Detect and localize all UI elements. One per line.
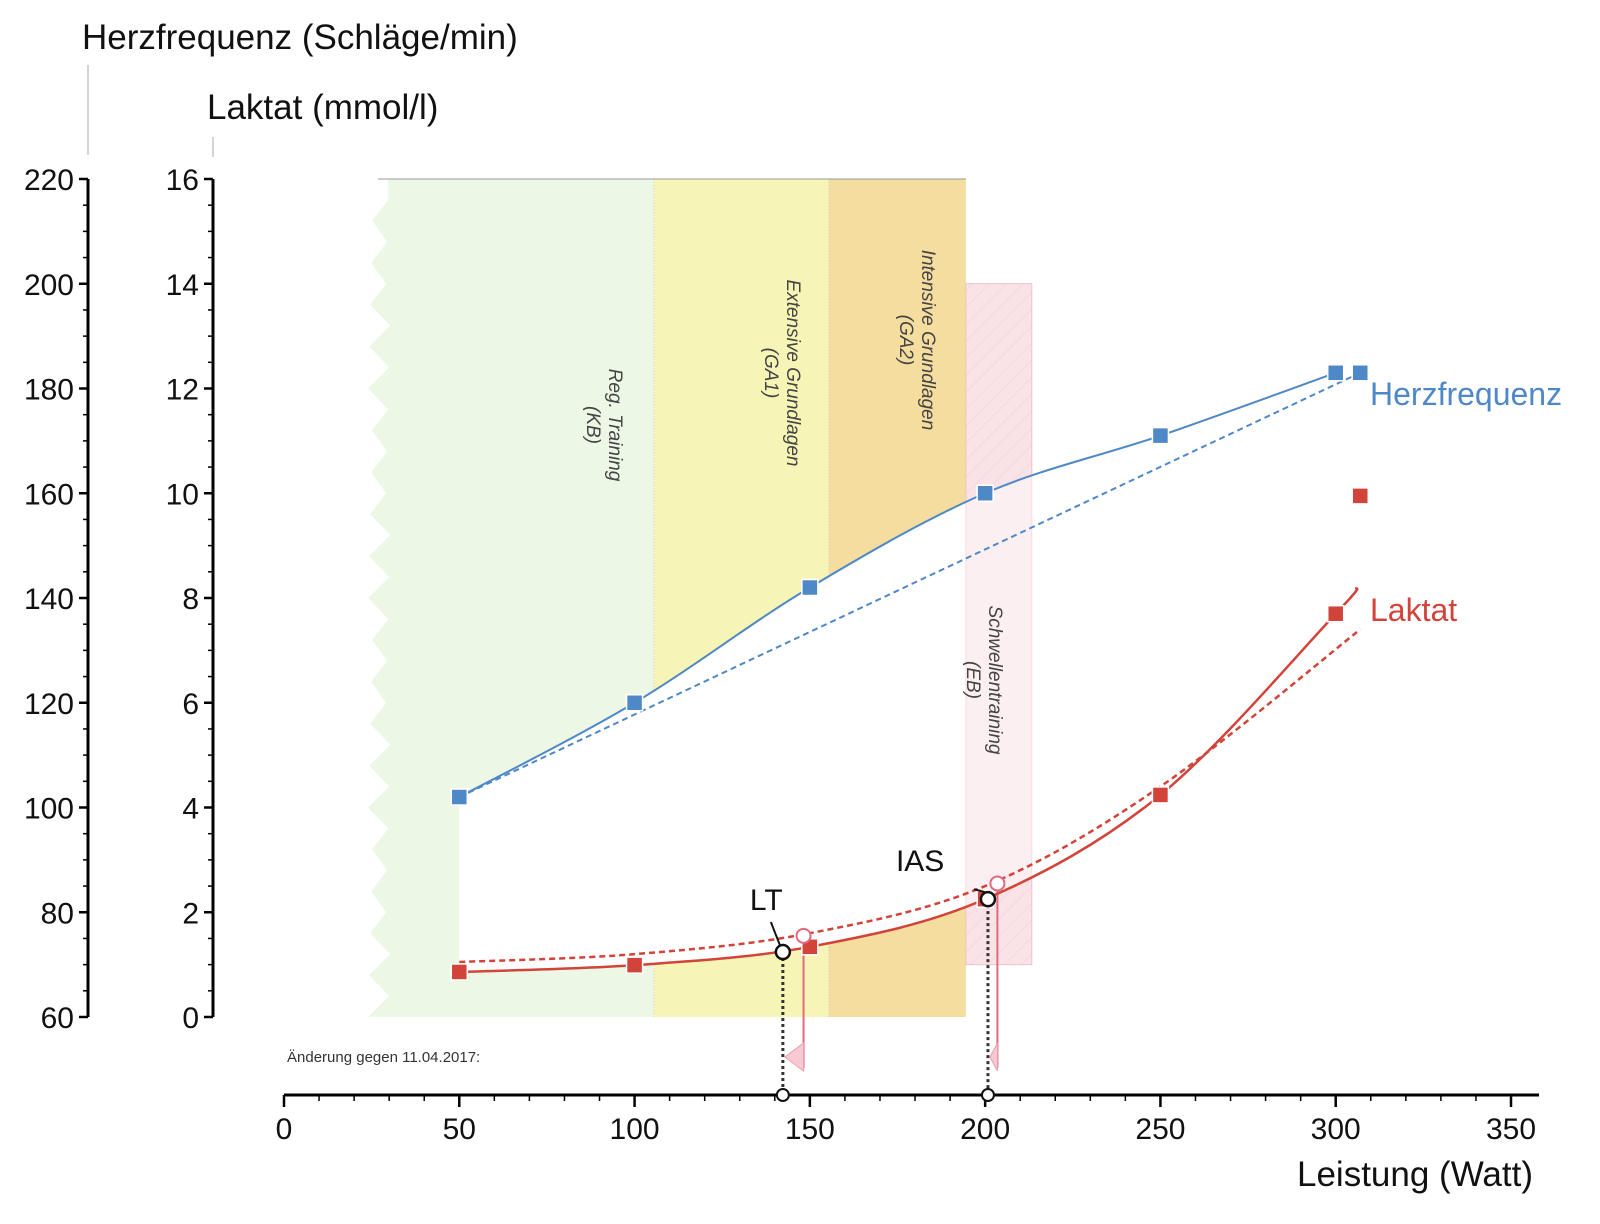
tick-label-laktat: 4 (182, 793, 199, 826)
laktat-extra-point (1351, 487, 1370, 505)
zone-label-abbr-0: (KB) (582, 406, 603, 444)
threshold-markers: LT IAS (750, 845, 1006, 961)
tick-label-laktat: 0 (182, 1002, 199, 1035)
zone-label-0: Reg. Training(KB) (582, 369, 625, 482)
zone-label-abbr-2: (GA2) (895, 315, 916, 366)
x-tick-label: 0 (276, 1113, 293, 1146)
threshold-label-LT: LT (750, 884, 783, 917)
series-label-laktat: Laktat (1370, 592, 1457, 628)
tick-label-hf: 120 (24, 688, 74, 721)
zone-label-2: Intensive Grundlagen(GA2) (895, 250, 938, 431)
hf-curve (458, 371, 1337, 798)
zone-label-name-3: Schwellentraining (984, 606, 1005, 755)
laktat-data-point (1151, 786, 1170, 804)
laktat-axis-title: Laktat (mmol/l) (207, 88, 438, 127)
change-flag-IAS (989, 1042, 998, 1072)
x-axis: 0 50 100 150 200 250 300 350 (276, 1093, 1539, 1146)
zone-label-abbr-3: (EB) (962, 661, 983, 699)
hf-data-point (625, 694, 644, 712)
curve-region-mask (459, 283, 1336, 972)
zone-label-abbr-1: (GA1) (760, 348, 781, 399)
x-tick-label: 150 (785, 1113, 835, 1146)
tick-label-hf: 100 (24, 793, 74, 826)
zone-label-name-2: Intensive Grundlagen (917, 250, 938, 431)
zone-eb-overlay (965, 283, 1033, 966)
curve-mask (459, 372, 1336, 972)
laktat-data-point (450, 963, 469, 981)
x-axis-title: Leistung (Watt) (1297, 1155, 1533, 1194)
hf-data-point (801, 578, 819, 597)
hf-extra-point (1351, 364, 1370, 382)
tick-label-hf: 200 (24, 269, 74, 302)
tick-label-laktat: 14 (166, 269, 199, 302)
laktat-data-point (625, 956, 644, 974)
threshold-axis-marker-IAS (980, 1088, 995, 1102)
laktat-axis: 0 2 4 6 8 10 12 14 16 (166, 164, 215, 1035)
tick-label-laktat: 6 (182, 688, 199, 721)
x-tick-label: 200 (960, 1113, 1010, 1146)
x-tick-label: 250 (1135, 1113, 1185, 1146)
x-tick-label: 50 (443, 1113, 476, 1146)
tick-label-hf: 80 (41, 897, 74, 930)
tick-label-laktat: 10 (166, 478, 199, 511)
previous-threshold-marker-IAS (989, 875, 1006, 892)
zone-label-name-1: Extensive Grundlagen (782, 280, 803, 467)
threshold-lines (775, 883, 999, 1102)
hf-axis-title: Herzfrequenz (Schläge/min) (82, 18, 518, 57)
tick-label-laktat: 16 (166, 164, 199, 197)
threshold-axis-marker-LT (775, 1088, 790, 1102)
hf-trend-line-dashed (458, 371, 1361, 798)
hf-data-point (450, 788, 469, 806)
tick-label-laktat: 8 (182, 583, 199, 616)
hf-data-point (1326, 364, 1345, 382)
tick-label-hf: 220 (24, 164, 74, 197)
threshold-leader-IAS (973, 888, 986, 894)
hf-data-point (976, 484, 994, 502)
zone-label-name-0: Reg. Training (604, 369, 625, 482)
tick-label-laktat: 2 (182, 897, 199, 930)
x-tick-label: 300 (1311, 1113, 1361, 1146)
laktat-data-point (1326, 604, 1345, 623)
threshold-leader-LT (769, 921, 781, 946)
tick-label-hf: 160 (24, 478, 74, 511)
tick-label-laktat: 12 (166, 374, 199, 407)
tick-label-hf: 180 (24, 374, 74, 407)
previous-threshold-marker-LT (795, 927, 812, 944)
tick-label-hf: 140 (24, 583, 74, 616)
threshold-label-IAS: IAS (896, 845, 944, 878)
hf-data-point (1151, 426, 1170, 445)
x-tick-label: 100 (610, 1113, 660, 1146)
series (450, 364, 1370, 981)
x-tick-label: 350 (1486, 1113, 1536, 1146)
threshold-marker-LT (774, 943, 792, 961)
laktat-previous-curve-dashed (459, 628, 1362, 964)
tick-label-hf: 60 (41, 1002, 74, 1035)
threshold-marker-IAS (979, 890, 997, 908)
zone-label-1: Extensive Grundlagen(GA1) (760, 280, 803, 467)
zone-labels: Reg. Training(KB) Extensive Grundlagen(GA… (582, 250, 1005, 755)
zone-label-3: Schwellentraining(EB) (962, 606, 1005, 755)
change-annotation: Änderung gegen 11.04.2017: (287, 1049, 480, 1066)
series-label-herzfrequenz: Herzfrequenz (1370, 376, 1562, 412)
change-flag-LT (784, 1042, 805, 1072)
hf-axis: 60 80 100 120 140 160 180 200 220 (24, 164, 90, 1035)
